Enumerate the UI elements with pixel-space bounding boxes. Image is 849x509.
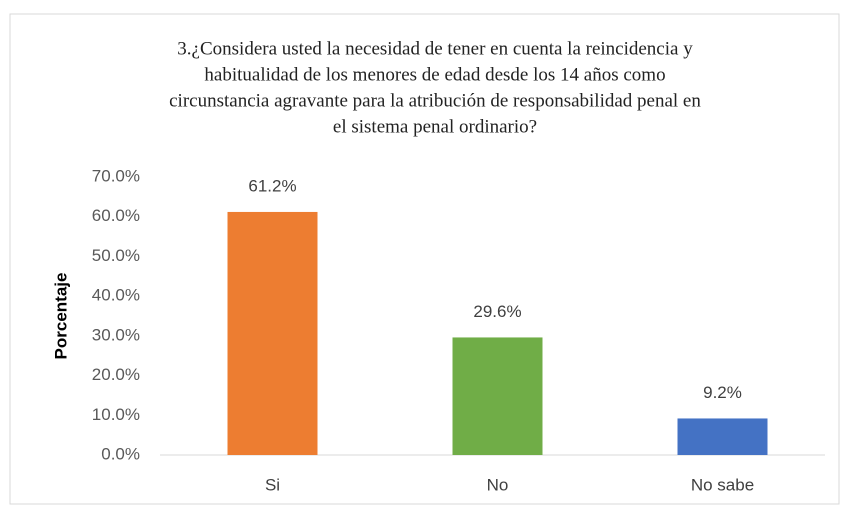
chart-title: 3.¿Considera usted la necesidad de tener…	[177, 38, 693, 59]
bar	[452, 337, 543, 455]
y-tick-label: 70.0%	[92, 166, 140, 185]
chart-title: habitualidad de los menores de edad desd…	[204, 64, 665, 85]
y-tick-label: 40.0%	[92, 286, 140, 305]
data-label: 9.2%	[703, 383, 742, 402]
bar	[227, 211, 318, 455]
y-tick-label: 0.0%	[101, 444, 140, 463]
x-tick-label: Si	[265, 475, 280, 494]
y-tick-label: 50.0%	[92, 246, 140, 265]
bar	[677, 418, 768, 455]
chart-title: circunstancia agravante para la atribuci…	[169, 90, 701, 111]
x-tick-label: No sabe	[691, 475, 754, 494]
y-tick-label: 30.0%	[92, 325, 140, 344]
y-tick-label: 60.0%	[92, 206, 140, 225]
chart-title: el sistema penal ordinario?	[333, 116, 537, 137]
data-label: 61.2%	[248, 176, 296, 195]
y-axis-label: Porcentaje	[51, 273, 70, 360]
y-tick-label: 10.0%	[92, 405, 140, 424]
x-tick-label: No	[487, 475, 509, 494]
data-label: 29.6%	[473, 302, 521, 321]
y-tick-label: 20.0%	[92, 365, 140, 384]
